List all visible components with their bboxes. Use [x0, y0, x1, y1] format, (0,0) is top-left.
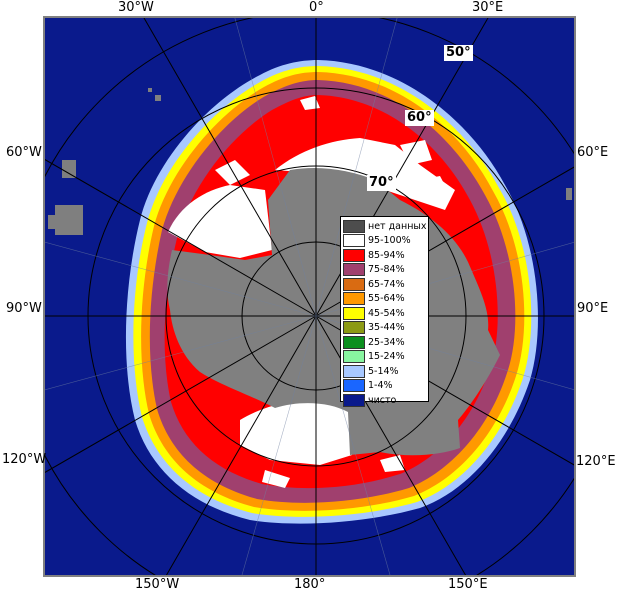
legend-swatch	[343, 379, 365, 393]
lon-label-180-bottom: 180°	[294, 577, 326, 592]
lon-label-30e-top: 30°E	[472, 0, 504, 15]
legend-label: 65-74%	[368, 278, 405, 290]
legend-item: 35-44%	[343, 321, 426, 336]
legend-swatch	[343, 335, 365, 349]
legend-item: 15-24%	[343, 350, 426, 365]
legend-label: 45-54%	[368, 307, 405, 319]
legend-label: 55-64%	[368, 293, 405, 305]
legend-swatch	[343, 248, 365, 262]
no-data-specks	[48, 88, 572, 235]
legend-label: 1-4%	[368, 380, 393, 392]
legend-swatch	[343, 263, 365, 277]
legend-item: чисто	[343, 393, 426, 408]
lon-label-90w: 90°W	[6, 301, 42, 316]
legend-swatch	[343, 364, 365, 378]
legend-item: 55-64%	[343, 292, 426, 307]
legend-swatch	[343, 277, 365, 291]
legend-label: 95-100%	[368, 235, 411, 247]
legend-swatch	[343, 393, 365, 407]
lat-label-50: 50°	[444, 45, 473, 61]
legend-item: 1-4%	[343, 379, 426, 394]
legend-swatch	[343, 234, 365, 248]
lon-label-120w: 120°W	[2, 452, 47, 467]
legend-item: 95-100%	[343, 234, 426, 249]
legend-label: 35-44%	[368, 322, 405, 334]
legend-swatch	[343, 321, 365, 335]
legend-item: 45-54%	[343, 306, 426, 321]
compact-ice-patches	[168, 96, 455, 488]
lon-label-0-top: 0°	[309, 0, 324, 15]
legend-label: 5-14%	[368, 365, 399, 377]
legend-item: 65-74%	[343, 277, 426, 292]
legend-swatch	[343, 219, 365, 233]
legend-item: 25-34%	[343, 335, 426, 350]
legend-item: нет данных	[343, 219, 427, 234]
lon-label-150e-bottom: 150°E	[448, 577, 488, 592]
lon-label-150w-bottom: 150°W	[135, 577, 180, 592]
legend-swatch	[343, 306, 365, 320]
lon-label-60e: 60°E	[577, 145, 609, 160]
lon-label-30w-top: 30°W	[118, 0, 154, 15]
legend-swatch	[343, 350, 365, 364]
legend-item: 85-94%	[343, 248, 426, 263]
legend-label: нет данных	[368, 220, 427, 232]
ice-concentration-legend: нет данных 95-100% 85-94% 75-84% 65-74% 55-64…	[340, 216, 429, 407]
legend-label: 85-94%	[368, 249, 405, 261]
lon-label-90e: 90°E	[577, 301, 609, 316]
lat-label-60: 60°	[405, 110, 434, 126]
legend-label: чисто	[368, 394, 397, 406]
legend-label: 75-84%	[368, 264, 405, 276]
legend-swatch	[343, 292, 365, 306]
legend-item: 75-84%	[343, 263, 426, 278]
legend-label: 25-34%	[368, 336, 405, 348]
lat-label-70: 70°	[367, 175, 396, 191]
legend-item: 5-14%	[343, 364, 426, 379]
lon-label-120e: 120°E	[576, 454, 616, 469]
lon-label-60w: 60°W	[6, 145, 42, 160]
legend-label: 15-24%	[368, 351, 405, 363]
